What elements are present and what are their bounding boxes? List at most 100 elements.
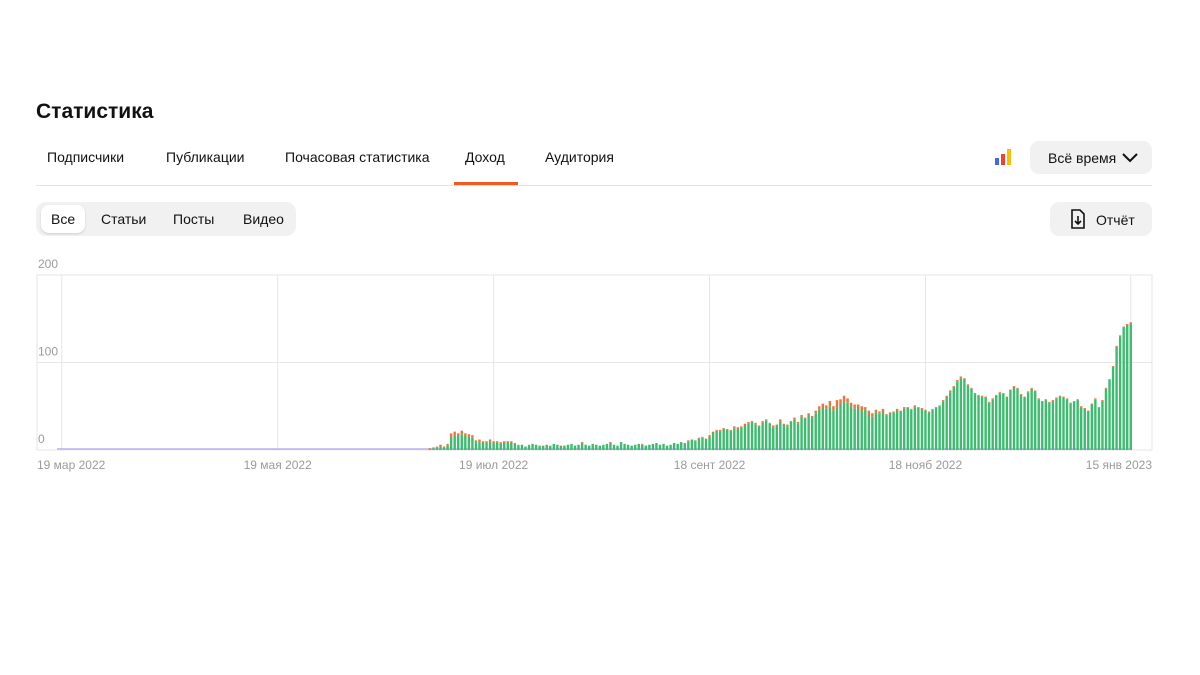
bar [956,381,959,450]
bar [899,411,902,450]
period-dropdown[interactable]: Всё время [1030,141,1152,174]
bar [1012,387,1016,450]
filter[interactable]: Статьи [101,211,147,227]
x-tick-label: 18 нояб 2022 [889,458,963,472]
bar [672,443,676,450]
bar [913,405,917,408]
bar [729,430,732,450]
tab-active[interactable]: Доход [465,149,505,165]
y-tick-label: 200 [38,257,58,271]
bar [764,420,768,450]
bar [881,408,885,412]
bar [871,413,874,417]
bar [499,443,502,450]
bar [913,407,917,450]
bar [864,407,867,410]
bar [1012,386,1016,387]
bar [464,436,467,450]
bar [598,445,602,450]
bar [768,423,771,450]
bar [439,446,442,450]
bar [772,425,775,428]
bar [503,441,506,443]
bar [669,444,672,450]
bar [871,416,874,450]
bar [1080,407,1083,450]
bar [495,441,499,443]
bar [860,406,863,412]
bar [775,424,778,426]
bar [449,433,453,437]
chart-icon[interactable] [995,149,1013,166]
bar [977,394,980,396]
bar [970,388,973,450]
chevron [1122,153,1138,163]
filter[interactable]: Посты [173,211,215,227]
bar [1023,396,1026,398]
x-tick-label: 19 мар 2022 [37,458,106,472]
bar [821,403,825,408]
bar [807,415,810,450]
bar [906,408,909,450]
x-tick-label: 19 мая 2022 [244,458,312,472]
bar [587,445,591,450]
bar [1058,395,1062,397]
bar [743,423,747,426]
bar [800,415,803,417]
tab[interactable]: Публикации [166,149,245,165]
bar [878,413,881,450]
bar [626,444,630,450]
bar [527,444,531,446]
bar [648,444,651,450]
bar [903,407,906,409]
bar [867,415,871,450]
bar [973,394,977,450]
bar [711,432,715,450]
bar [761,422,764,450]
bar [917,407,920,408]
bar [927,412,931,450]
bar [1009,389,1012,391]
bar [687,440,690,442]
bar [757,426,761,450]
bar [641,444,644,450]
tab-underline [454,182,518,185]
tab[interactable]: Почасовая статистика [285,149,430,165]
bar [910,408,913,410]
bar [545,444,548,450]
bar [683,443,686,450]
bar [980,395,984,397]
bar [1104,388,1108,450]
bar [885,415,888,450]
bar [563,445,566,450]
bar [694,440,697,450]
bar [775,425,778,450]
tab[interactable]: Аудитория [545,149,614,165]
bar [488,439,492,442]
bar [860,411,863,450]
bar [839,399,842,405]
bar [432,447,435,449]
bar [1101,401,1104,450]
filter[interactable]: Все [51,211,76,227]
report-label: Отчёт [1096,212,1135,228]
filter[interactable]: Видео [243,211,284,227]
bar [1041,401,1044,402]
bar [595,444,598,450]
bar [814,413,817,450]
bar [1129,323,1132,450]
bar [793,419,796,450]
bar [453,435,456,450]
bar [952,387,955,450]
bar [733,426,736,429]
tab[interactable]: Подписчики [47,149,125,165]
report-button[interactable]: Отчёт [1050,202,1152,236]
bar [485,442,488,450]
bar [1094,399,1097,450]
bar [573,445,577,450]
bar [970,387,973,389]
bar [800,416,803,450]
bar [941,401,945,450]
bar [488,441,492,450]
